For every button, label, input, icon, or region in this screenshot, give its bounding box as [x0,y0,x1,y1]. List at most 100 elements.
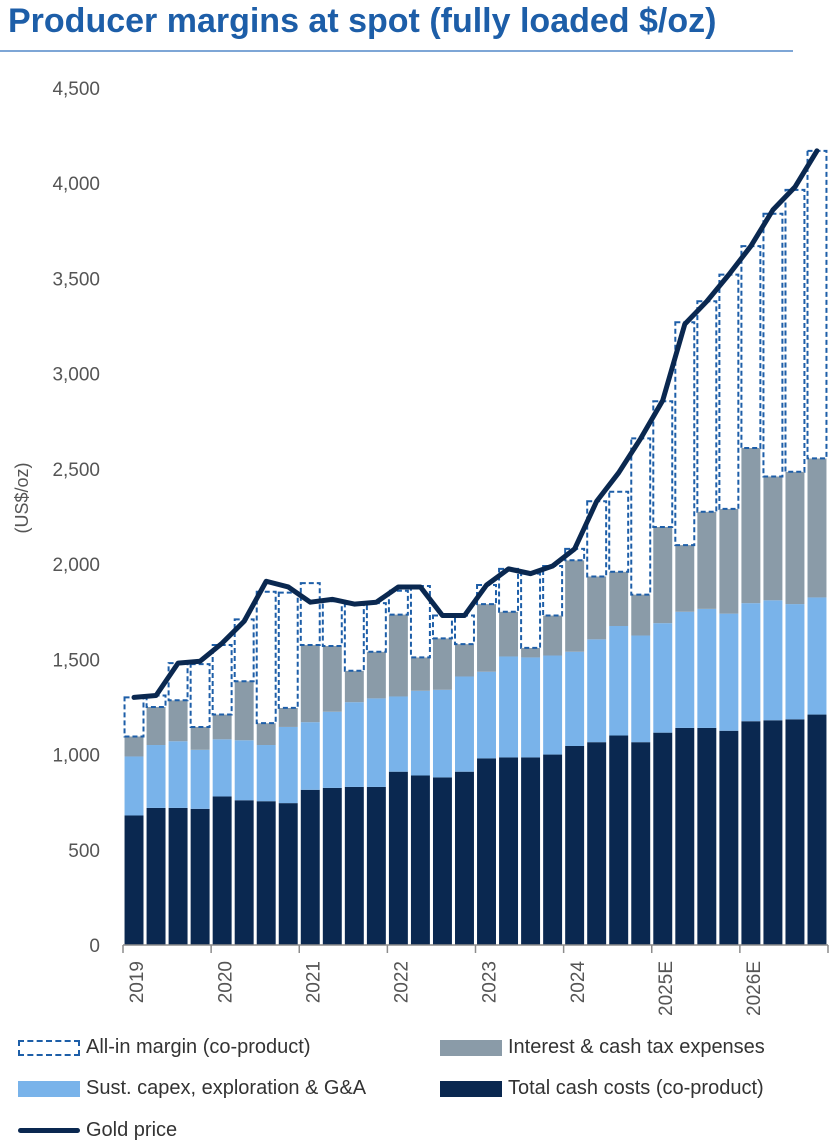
bar-2025Q4-s3 [718,273,740,510]
y-tick-label: 2,500 [52,460,100,481]
bar-2025Q2-s2 [675,545,695,612]
bar-2020Q3-s3 [255,590,277,725]
legend-swatch-capex [18,1080,80,1097]
bar-2025Q3-s1 [697,608,717,728]
bar-2020Q4-s0 [278,803,298,945]
bar-2024Q4-s2 [631,594,651,636]
bar-2022Q2-s0 [410,775,430,945]
legend-label-interest: Interest & cash tax expenses [508,1036,765,1058]
bar-2019Q2-s1 [146,745,166,808]
bar-2025Q2-s0 [675,727,695,945]
bar-2023Q3-s2 [521,647,541,658]
legend: All-in margin (co-product) Interest & ca… [18,1030,818,1144]
bar-2026Q3-s2 [785,471,805,605]
x-tick-label: 2021 [304,961,325,1003]
gold-price-line [131,148,820,700]
x-tick-label: 2025E [656,961,677,1016]
bar-2021Q2-s0 [322,787,342,945]
bar-2021Q4-s2 [366,651,386,699]
bar-2021Q2-s2 [322,646,342,712]
bar-2025Q1-s3 [652,400,674,528]
bar-2022Q4-s1 [455,676,474,772]
bar-2023Q3-s3 [520,572,542,649]
bar-2019Q4-s2 [190,726,210,750]
legend-swatch-interest [440,1039,502,1056]
chart-plot: 0 500 1,000 1,500 2,000 2,500 3,000 3,500 4,000 4… [12,79,829,1016]
bar-2019Q4-s0 [190,808,210,945]
bar-2022Q4-s3 [454,614,475,646]
bar-2023Q2-s2 [499,611,519,657]
legend-item-gold: Gold price [18,1119,177,1142]
bar-2023Q1-s1 [477,671,496,759]
x-tick-label: 2023 [480,961,501,1003]
bar-2021Q2-s3 [321,600,343,647]
bar-2024Q2-s2 [587,576,607,640]
bar-2024Q3-s3 [608,490,630,573]
x-tick-label: 2020 [215,961,236,1003]
bar-2022Q1-s2 [388,614,408,697]
legend-item-capex: Sust. capex, exploration & G&A [18,1077,366,1100]
bar-2026Q1-s3 [740,245,762,449]
bar-2020Q2-s1 [234,740,254,801]
bar-2021Q1-s3 [299,582,321,647]
bar-2021Q3-s3 [343,603,365,672]
chart-title: Producer margins at spot (fully loaded $… [8,2,717,40]
bar-2025Q1-s1 [653,623,673,733]
bar-2019Q1-s2 [124,736,144,757]
bar-2025Q1-s2 [653,526,673,624]
bar-2023Q2-s0 [499,757,519,945]
bar-2020Q3-s2 [256,723,276,746]
legend-label-capex: Sust. capex, exploration & G&A [86,1077,367,1099]
bar-2019Q4-s3 [189,663,211,728]
x-axis-ticks: 2019 2020 2021 2022 2023 2024 2025E 2026E [127,961,765,1016]
bar-2026Q4-s3 [806,149,828,460]
bar-2022Q3-s3 [431,614,453,640]
bar-2022Q1-s0 [388,771,408,945]
bar-2025Q1-s0 [653,732,673,945]
bar-2022Q1-s3 [387,589,409,616]
bar-2020Q2-s0 [234,800,254,945]
bar-2026Q2-s1 [763,600,783,721]
y-tick-label: 2,000 [52,555,100,576]
bar-2023Q1-s2 [477,604,496,672]
bar-2019Q2-s0 [146,807,166,945]
bar-2023Q3-s0 [521,757,541,945]
bar-2023Q2-s1 [499,656,519,758]
bar-2026Q2-s0 [763,720,783,945]
x-tick-label: 2024 [568,961,589,1004]
bar-2024Q4-s3 [630,437,652,596]
bar-2021Q3-s1 [344,702,364,787]
bar-2026Q1-s1 [741,603,761,722]
bar-2026Q3-s1 [785,604,805,720]
legend-label-gold: Gold price [86,1119,178,1141]
bar-2023Q4-s3 [542,565,564,617]
bar-2025Q2-s1 [675,611,695,728]
bar-2022Q3-s1 [432,689,452,778]
bar-2020Q1-s1 [212,739,232,797]
bar-2026Q2-s2 [763,476,783,601]
legend-label-margin: All-in margin (co-product) [86,1036,311,1058]
bar-2026Q2-s3 [762,212,784,478]
bar-2026Q3-s3 [784,188,806,473]
y-axis-label: (US$/oz) [12,462,32,533]
y-tick-label: 1,500 [52,650,100,671]
bar-2022Q4-s2 [455,644,474,677]
bar-2019Q3-s1 [168,741,188,808]
bar-2021Q1-s1 [300,722,320,790]
bar-2022Q1-s1 [388,696,408,772]
bar-2020Q3-s0 [256,801,276,945]
bar-2024Q3-s1 [609,626,629,736]
bar-2022Q4-s0 [455,771,474,945]
y-tick-label: 500 [68,841,100,862]
bar-2021Q4-s0 [366,786,386,945]
bar-2024Q1-s0 [565,745,585,945]
bar-2026Q1-s0 [741,721,761,945]
bar-2022Q2-s1 [410,690,430,776]
bar-2019Q2-s2 [146,706,166,746]
bar-2026Q3-s0 [785,719,805,945]
y-axis-ticks: 0 500 1,000 1,500 2,000 2,500 3,000 3,500 4,000 4… [52,79,100,957]
legend-item-interest: Interest & cash tax expenses [440,1036,765,1059]
bar-2022Q3-s0 [432,777,452,945]
bars-group [123,149,828,945]
bar-2020Q4-s1 [278,726,298,804]
